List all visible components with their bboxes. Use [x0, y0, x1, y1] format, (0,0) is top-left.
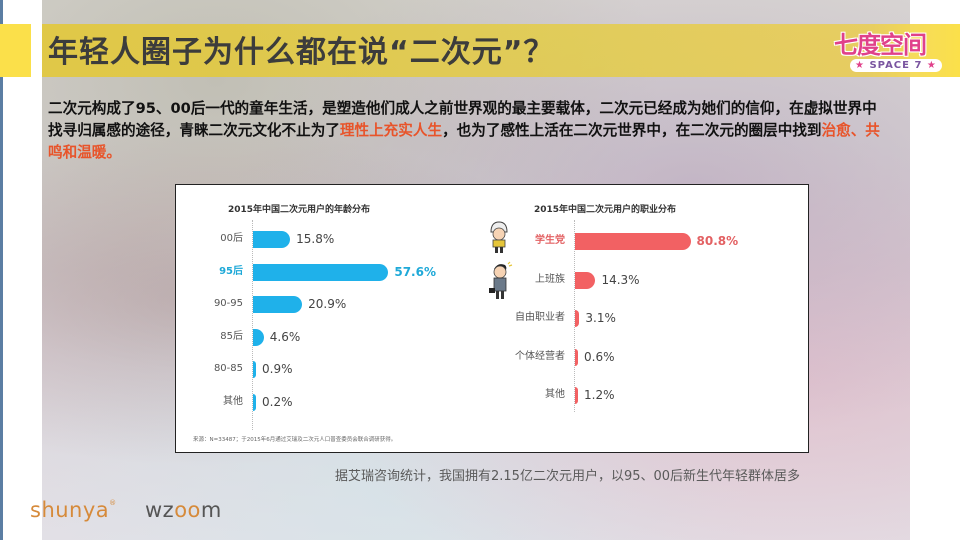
age-chart-row: 95后 57.6%: [176, 262, 806, 282]
wzoom-logo-text-2: oo: [174, 498, 201, 522]
age-chart-category-label: 95后: [219, 265, 243, 277]
title-accent-block: [0, 24, 31, 77]
age-chart-value-label: 57.6%: [394, 264, 436, 279]
age-chart-category-label: 85后: [220, 330, 243, 342]
slide-title: 年轻人圈子为什么都在说“二次元”？: [48, 35, 555, 70]
job-chart-bar: [575, 310, 580, 327]
left-edge-strip: [0, 0, 3, 540]
wzoom-logo-text-1: wz: [145, 498, 175, 522]
student-icon: [490, 221, 508, 253]
job-chart-row: 个体经营者 0.6%: [176, 347, 806, 367]
intro-highlight-1: 理性上充实人生: [339, 122, 443, 139]
job-chart-category-label: 上班族: [535, 273, 565, 285]
age-chart-bar: [253, 231, 291, 248]
age-chart-row: 90-95 20.9%: [176, 294, 806, 314]
age-chart-value-label: 0.9%: [262, 362, 293, 376]
age-chart-bar: [253, 361, 256, 378]
age-chart-bar: [253, 328, 264, 346]
age-chart-row: 85后 4.6%: [176, 327, 806, 347]
job-chart-value-label: 14.3%: [601, 272, 640, 287]
shunya-logo-text: shunya: [30, 498, 110, 522]
job-chart-value-label: 3.1%: [585, 311, 616, 325]
job-chart-axis: [574, 220, 575, 412]
job-chart-bar: [575, 387, 578, 404]
age-chart-row: 80-85 0.9%: [176, 359, 806, 379]
age-chart-value-label: 0.2%: [262, 394, 293, 409]
space7-logo-sub: ★ SPACE 7 ★: [850, 59, 942, 72]
star-icon: ★: [855, 60, 865, 71]
wzoom-logo: wzoom: [145, 498, 222, 522]
age-chart-category-label: 00后: [220, 233, 243, 244]
age-chart-row: 00后 15.8%: [176, 229, 806, 249]
job-chart-value-label: 0.6%: [584, 349, 615, 364]
age-chart-bar: [253, 263, 389, 281]
age-chart-row: 其他 0.2%: [176, 392, 806, 412]
intro-paragraph: 二次元构成了95、00后一代的童年生活，是塑造他们成人之前世界观的最主要载体，二…: [48, 98, 888, 164]
job-chart-row: 其他 1.2%: [176, 385, 806, 405]
job-chart-bar: [575, 271, 596, 289]
job-chart-row: 学生党 80.8%: [176, 231, 806, 251]
age-chart-value-label: 4.6%: [269, 329, 301, 344]
space7-logo-main: 七度空间: [834, 31, 927, 59]
chart-panel: 2015年中国二次元用户的年龄分布 00后 15.8% 95后 57.6% 90-95 2…: [175, 184, 809, 453]
job-chart-category-label: 个体经营者: [515, 350, 565, 362]
space7-logo-sub-text: SPACE 7: [869, 60, 923, 71]
age-chart-category-label: 80-85: [213, 363, 243, 374]
age-chart-bar: [253, 296, 303, 313]
job-chart-row: 上班族 14.3%: [176, 270, 806, 290]
job-chart-category-label: 自由职业者: [515, 312, 565, 323]
intro-text-1: 二次元构成了95、00后一代的童年生活，是塑造他们成人之前世界观的最主要载体，二…: [48, 100, 877, 139]
job-chart-row: 自由职业者 3.1%: [176, 308, 806, 328]
intro-text-2: ，也为了感性上活在二次元世界中，在二次元的圈层中找到: [442, 122, 822, 139]
age-chart-title: 2015年中国二次元用户的年龄分布: [228, 205, 371, 215]
star-icon: ★: [926, 60, 937, 71]
space7-logo: 七度空间 ★ SPACE 7 ★: [832, 30, 944, 78]
summary-caption: 据艾瑞咨询统计，我国拥有2.15亿二次元用户，以95、00后新生代年轻群体居多: [335, 469, 801, 484]
job-chart-value-label: 1.2%: [584, 388, 615, 402]
intro-highlight-2: 治愈、共鸣和温暖。: [48, 122, 880, 161]
job-chart-value-label: 80.8%: [696, 234, 739, 248]
age-chart-value-label: 20.9%: [308, 297, 347, 311]
title-band: [42, 24, 960, 77]
chart-source-note: 来源：N=33487；于2015年6月通过艾瑞及二次元人口普查委员会联合调研获得…: [193, 437, 397, 443]
job-chart-category-label: 其他: [545, 389, 565, 400]
age-chart-bar: [253, 393, 256, 411]
age-chart-value-label: 15.8%: [296, 232, 335, 246]
shunya-logo: shunya®: [30, 498, 117, 522]
job-chart-bar: [575, 233, 691, 250]
wzoom-logo-text-3: m: [200, 498, 222, 522]
age-chart-category-label: 其他: [223, 395, 243, 407]
age-chart-category-label: 90-95: [213, 298, 243, 309]
age-chart-axis: [252, 220, 253, 430]
registered-mark: ®: [109, 499, 117, 507]
office-worker-icon: [489, 261, 513, 299]
job-chart-bar: [575, 348, 578, 366]
job-chart-title: 2015年中国二次元用户的职业分布: [534, 205, 677, 215]
job-chart-category-label: 学生党: [535, 235, 565, 246]
